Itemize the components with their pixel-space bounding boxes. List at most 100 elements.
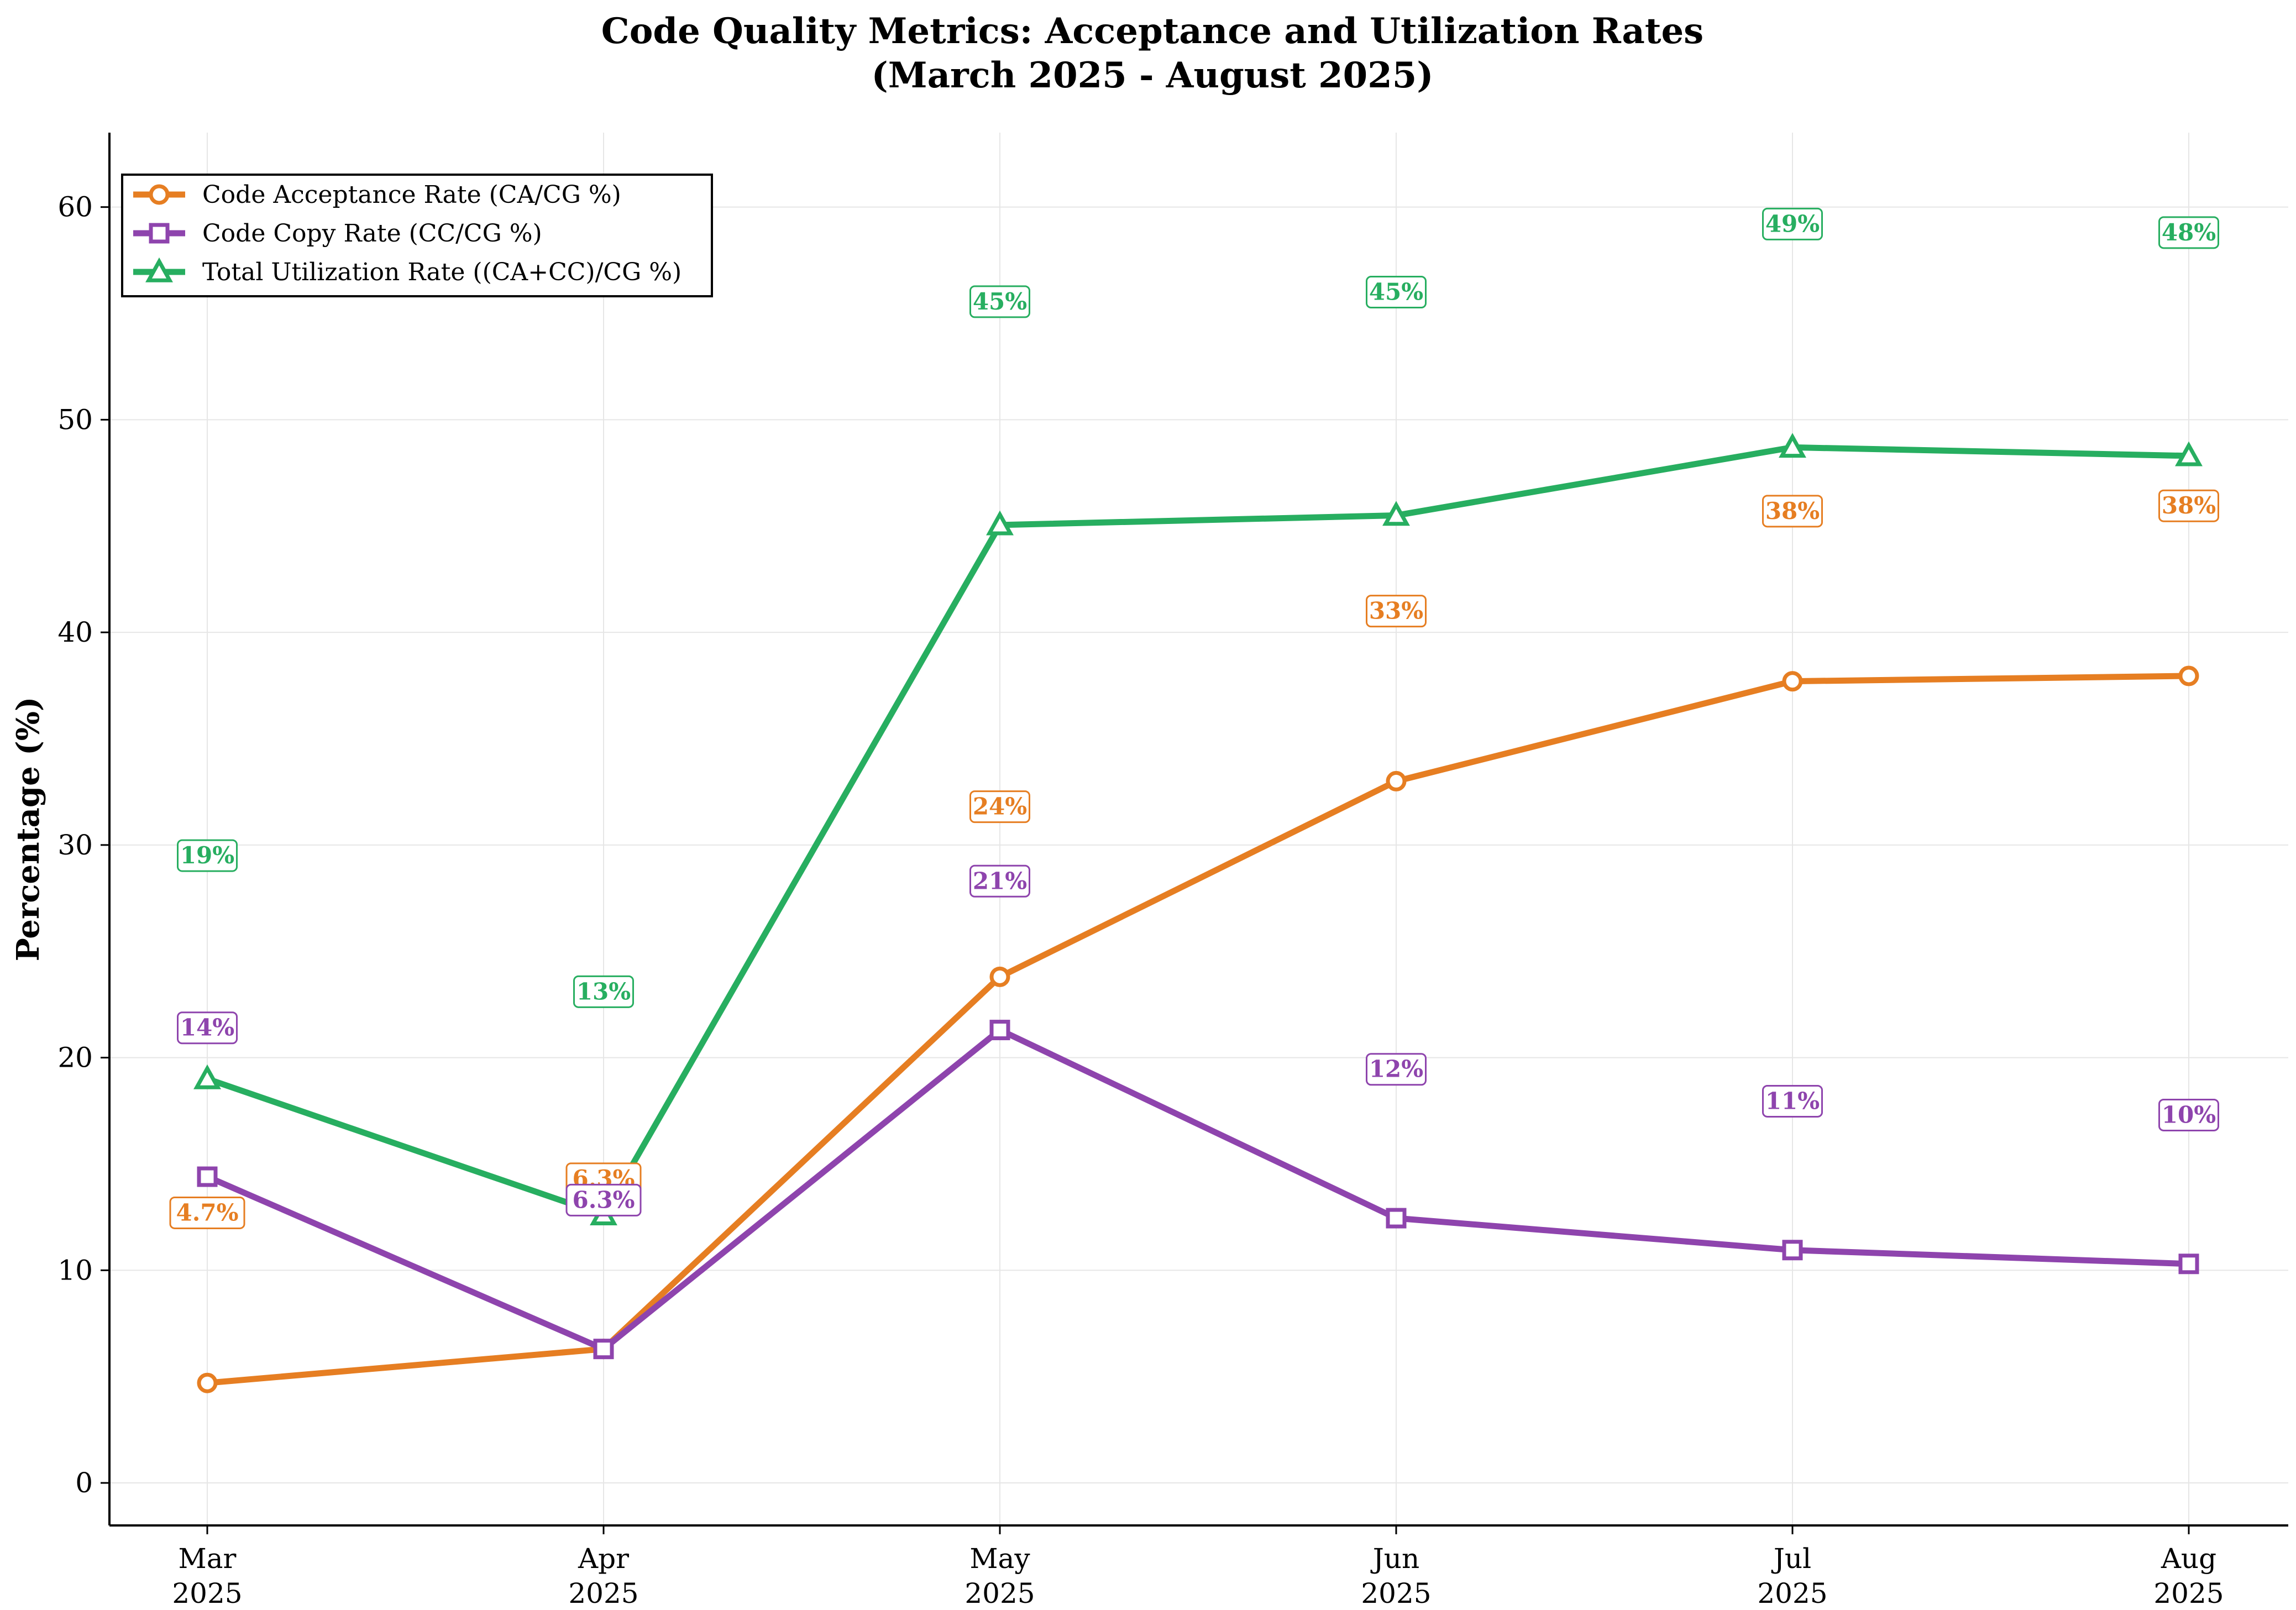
data-label-text: 38% xyxy=(2162,492,2216,519)
data-point-ca xyxy=(989,966,1010,987)
data-label-text: 24% xyxy=(973,793,1027,820)
data-point-ca xyxy=(197,1372,218,1393)
x-tick-label-year: 2025 xyxy=(1757,1577,1827,1609)
data-point-tu xyxy=(2175,441,2203,466)
data-labels: 4.7%6.3%24%33%38% 38%14%6.3%21%12%11%10%1… xyxy=(169,207,2219,1229)
x-tick-label-month: Aug xyxy=(2161,1543,2216,1575)
data-label-box xyxy=(169,1196,245,1229)
x-tick-label-year: 2025 xyxy=(2153,1577,2224,1609)
series-line-ca xyxy=(204,673,2192,1386)
data-label-box xyxy=(1366,1053,1427,1086)
data-label-box xyxy=(1366,276,1427,309)
series xyxy=(193,433,2203,1393)
series-line-cc xyxy=(204,1027,2192,1352)
data-point-cc xyxy=(1782,1240,1803,1261)
legend-label-ca: Code Acceptance Rate (CA/CG %) xyxy=(202,181,621,209)
data-label-ca: 24% xyxy=(969,790,1030,824)
y-tick-label: 60 xyxy=(57,191,93,223)
data-label-text: 19% xyxy=(180,842,234,869)
data-label-ca: 4.7% xyxy=(169,1196,245,1229)
data-label-cc: 6.3% xyxy=(565,1183,642,1216)
legend-label-tu: Total Utilization Rate ((CA+CC)/CG %) xyxy=(202,258,682,286)
x-tick-label-month: Apr xyxy=(578,1543,629,1575)
data-label-text: 38% xyxy=(1765,497,1820,525)
grid xyxy=(109,133,2288,1525)
x-tick-label-month: May xyxy=(969,1543,1030,1575)
data-label-box xyxy=(573,975,634,1008)
data-point-tu xyxy=(986,510,1014,536)
data-label-box xyxy=(969,790,1030,824)
data-label-text: 14% xyxy=(180,1014,234,1041)
data-label-box xyxy=(969,285,1030,318)
data-point-ca xyxy=(2178,665,2199,686)
data-label-box xyxy=(969,864,1030,898)
data-label-ca: 38% xyxy=(2158,489,2219,522)
data-point-ca xyxy=(1386,770,1407,791)
chart-title-line-1: Code Quality Metrics: Acceptance and Uti… xyxy=(601,11,1703,52)
data-label-text: 10% xyxy=(2162,1101,2216,1128)
y-tick-label: 40 xyxy=(57,616,93,648)
y-tick-label: 30 xyxy=(57,829,93,861)
chart-title-line-2: (March 2025 - August 2025) xyxy=(871,55,1433,96)
data-label-text: 48% xyxy=(2162,219,2216,246)
series-line-tu xyxy=(204,444,2192,1218)
data-point-cc xyxy=(1386,1208,1407,1229)
data-point-tu xyxy=(1382,501,1410,526)
data-label-text: 12% xyxy=(1369,1056,1423,1083)
data-label-cc: 12% xyxy=(1366,1053,1427,1086)
data-label-cc: 21% xyxy=(969,864,1030,898)
x-tick-label-year: 2025 xyxy=(1361,1577,1431,1609)
axes xyxy=(101,133,2288,1534)
data-label-box xyxy=(2158,1098,2219,1131)
y-tick-label: 10 xyxy=(57,1254,93,1286)
data-label-text: 11% xyxy=(1765,1087,1820,1114)
data-point-cc xyxy=(989,1020,1010,1041)
data-label-tu: 45% xyxy=(969,285,1030,318)
data-label-tu: 13% xyxy=(573,975,634,1008)
x-tick-label-month: Jul xyxy=(1771,1543,1811,1575)
y-axis-label: Percentage (%) xyxy=(10,697,46,962)
data-label-text: 49% xyxy=(1765,210,1820,237)
data-point-tu xyxy=(1779,433,1806,458)
data-label-box xyxy=(1762,207,1823,240)
x-tick-label-month: Mar xyxy=(179,1543,237,1575)
data-label-text: 45% xyxy=(1369,279,1423,306)
data-label-box xyxy=(1366,595,1427,628)
data-label-cc: 11% xyxy=(1762,1084,1823,1118)
data-label-box xyxy=(2158,489,2219,522)
data-label-box xyxy=(177,1011,238,1045)
data-label-cc: 14% xyxy=(177,1011,238,1045)
data-label-ca: 38% xyxy=(1762,495,1823,528)
legend-label-cc: Code Copy Rate (CC/CG %) xyxy=(202,219,542,248)
legend-marker-tu xyxy=(145,257,173,282)
data-point-cc xyxy=(197,1166,218,1187)
y-tick-label: 50 xyxy=(57,403,93,436)
y-tick-labels: 0 10 20 30 40 50 60 xyxy=(57,191,93,1499)
data-label-tu: 49% xyxy=(1762,207,1823,240)
data-label-box xyxy=(1762,495,1823,528)
data-label-box xyxy=(177,839,238,872)
data-point-tu xyxy=(193,1064,221,1089)
legend-frame xyxy=(121,174,713,297)
data-point-cc xyxy=(2178,1254,2199,1275)
data-label-text: 6.3% xyxy=(573,1186,635,1213)
data-label-text: 45% xyxy=(973,288,1027,315)
data-label-tu: 48% xyxy=(2158,216,2219,249)
x-tick-label-month: Jun xyxy=(1370,1543,1419,1575)
legend-marker-cc xyxy=(149,223,170,244)
x-tick-labels: Mar2025Apr2025May2025Jun2025Jul2025Aug20… xyxy=(172,1543,2224,1609)
y-tick-label: 20 xyxy=(57,1042,93,1074)
data-point-cc xyxy=(593,1339,614,1360)
data-label-text: 33% xyxy=(1369,597,1423,625)
data-label-box xyxy=(565,1183,642,1216)
data-label-text: 13% xyxy=(576,978,631,1005)
legend: Code Acceptance Rate (CA/CG %) Code Copy … xyxy=(121,174,713,297)
data-label-text: 4.7% xyxy=(176,1199,239,1226)
data-label-cc: 10% xyxy=(2158,1098,2219,1131)
legend-marker-ca xyxy=(149,184,170,205)
data-label-tu: 45% xyxy=(1366,276,1427,309)
x-tick-label-year: 2025 xyxy=(568,1577,638,1609)
y-tick-label: 0 xyxy=(75,1467,93,1499)
data-label-box xyxy=(1762,1084,1823,1118)
